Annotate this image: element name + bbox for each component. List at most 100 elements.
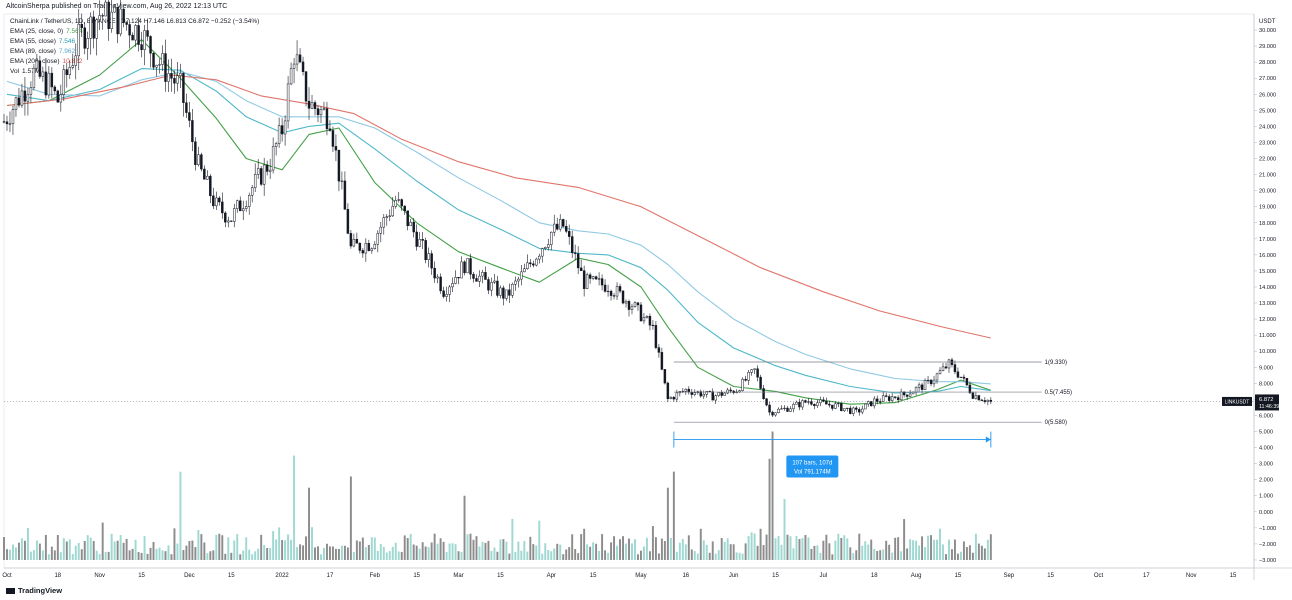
candle-body	[80, 23, 83, 29]
candle-body	[253, 173, 257, 188]
volume-bar	[672, 471, 675, 560]
volume-bar	[155, 548, 158, 560]
volume-bar	[744, 543, 747, 560]
candle-body	[215, 197, 218, 207]
candle-body	[947, 359, 951, 369]
volume-bar	[107, 551, 110, 560]
candle-body	[609, 290, 613, 296]
candle-body	[588, 274, 592, 279]
volume-bar	[550, 551, 553, 560]
candle-body	[26, 94, 30, 102]
volume-bar	[65, 541, 68, 560]
volume-bar	[484, 542, 487, 560]
candle-body	[436, 276, 439, 279]
volume-bar	[164, 551, 167, 560]
volume-bar	[499, 539, 502, 560]
candle-body	[855, 407, 858, 410]
time-tick-label: 15	[590, 573, 597, 579]
candle-body	[810, 401, 813, 405]
volume-bar	[3, 537, 5, 560]
volume-bar	[472, 539, 475, 560]
volume-bar	[822, 540, 825, 560]
volume-bar	[349, 476, 352, 560]
volume-bar	[882, 549, 885, 560]
volume-bar	[299, 544, 302, 560]
range-info-bars: 107 bars, 107d	[792, 461, 832, 467]
candle-body	[379, 226, 383, 234]
candle-body	[68, 67, 72, 75]
candle-body	[463, 261, 466, 274]
volume-bar	[116, 540, 119, 560]
time-tick-label: Dec	[184, 573, 195, 579]
price-tick-label: 19.000	[1259, 205, 1276, 211]
volume-bar	[278, 527, 281, 560]
volume-bar	[864, 541, 867, 560]
price-tick-label: 26.000	[1259, 92, 1276, 98]
candle-body	[672, 396, 676, 400]
time-tick-label: 17	[327, 573, 334, 579]
candle-body	[723, 392, 726, 396]
volume-bar	[29, 551, 32, 560]
candle-body	[523, 268, 526, 273]
candle-body	[460, 261, 463, 279]
candle-body	[520, 271, 523, 280]
candle-body	[666, 382, 670, 400]
candle-body	[487, 279, 490, 291]
volume-bar	[394, 542, 397, 560]
volume-bar	[218, 533, 221, 560]
volume-bar	[631, 543, 633, 560]
volume-bar	[487, 540, 490, 560]
price-tick-label: 12.000	[1259, 317, 1276, 323]
volume-bar	[948, 539, 950, 560]
candle-body	[388, 215, 391, 217]
volume-bar	[143, 536, 146, 560]
candle-body	[110, 11, 113, 29]
volume-bar	[53, 550, 56, 560]
candle-body	[881, 395, 885, 402]
volume-bar	[293, 455, 296, 560]
volume-bar	[789, 536, 792, 560]
candle-body	[744, 378, 747, 381]
candle-body	[268, 169, 272, 172]
candle-body	[227, 220, 230, 223]
candle-body	[908, 393, 912, 397]
candle-body	[714, 395, 717, 401]
volume-bar	[654, 537, 657, 560]
price-tick-label: −1.000	[1259, 526, 1276, 532]
volume-bar	[628, 538, 630, 560]
volume-bar	[56, 535, 59, 560]
candle-body	[582, 270, 586, 289]
volume-bar	[101, 522, 104, 560]
candle-body	[603, 284, 607, 292]
candle-body	[5, 121, 9, 125]
candle-body	[283, 120, 287, 135]
candle-body	[517, 278, 520, 282]
candle-body	[867, 401, 870, 405]
volume-bar	[152, 541, 155, 560]
volume-bar	[17, 542, 20, 560]
volume-bar	[732, 544, 735, 560]
price-tick-label: 21.000	[1259, 173, 1276, 179]
candle-body	[233, 208, 236, 222]
volume-bar	[251, 554, 254, 560]
volume-bar	[765, 534, 768, 560]
candle-body	[370, 248, 374, 251]
chart-frame	[3, 13, 1292, 580]
range-info-volume: Vol 791.174M	[794, 470, 831, 476]
volume-bar	[427, 547, 430, 560]
time-tick-label: Apr	[547, 573, 556, 579]
candle-body	[816, 402, 819, 407]
candle-body	[277, 125, 281, 144]
volume-bar	[406, 538, 409, 560]
volume-bar	[595, 543, 598, 560]
volume-bar	[825, 534, 828, 560]
volume-bar	[792, 548, 795, 560]
volume-bar	[161, 550, 164, 560]
volume-bar	[323, 547, 325, 560]
volume-bar	[571, 534, 574, 560]
candle-body	[875, 398, 879, 402]
volume-bar	[397, 551, 400, 560]
candle-body	[717, 392, 720, 396]
candle-body	[367, 242, 371, 251]
